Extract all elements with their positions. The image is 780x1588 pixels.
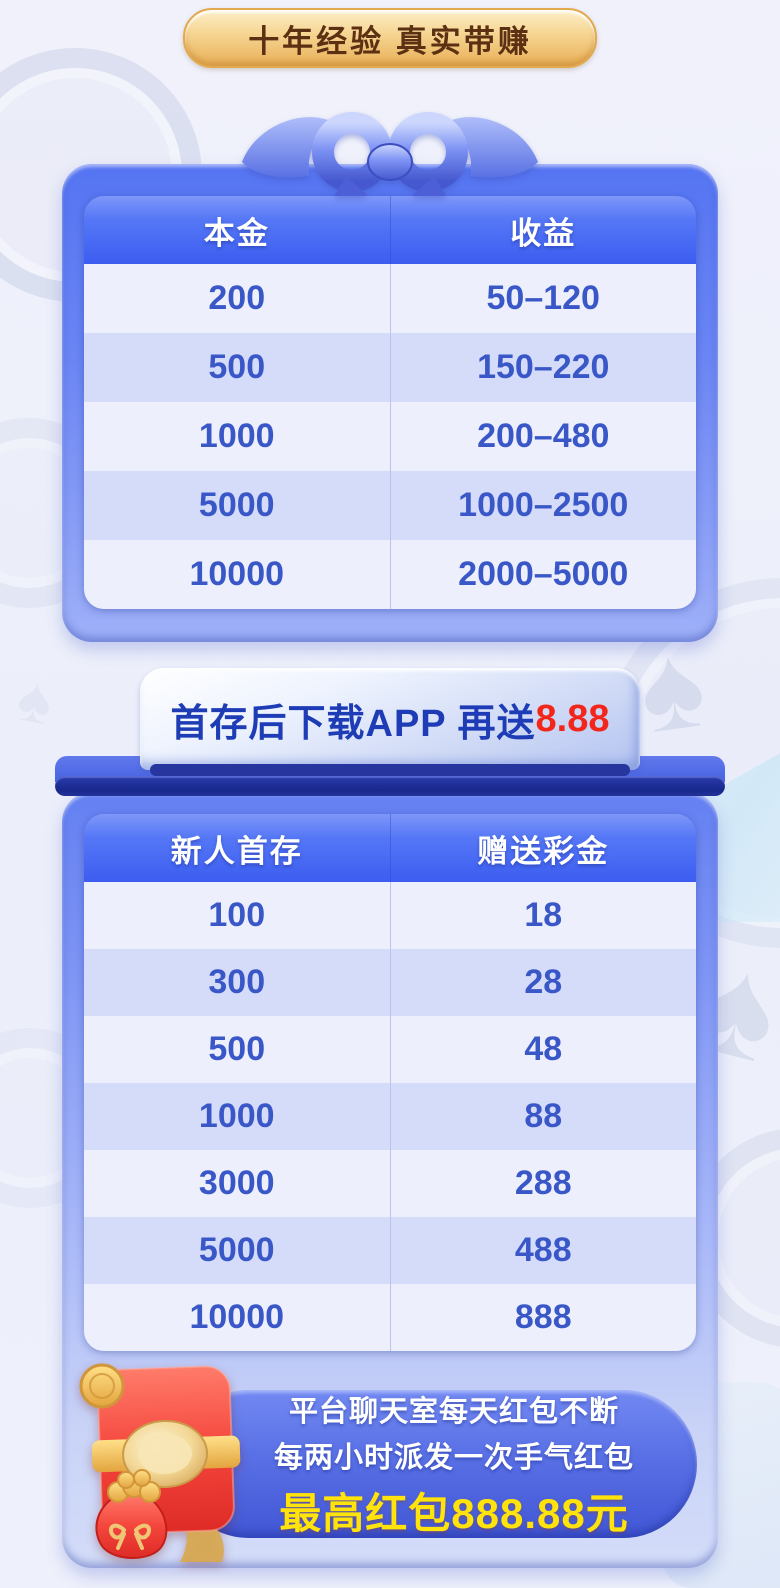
bonus-cell: 18: [389, 882, 697, 949]
deposit-header-bonus: 赠送彩金: [389, 814, 697, 882]
panel-lid-bar-decoration: [55, 776, 725, 796]
deposit-cell: 300: [208, 963, 266, 1001]
app-download-banner[interactable]: 首存后下载APP 再送 8.88: [140, 668, 640, 770]
return-cell: 1000–2500: [389, 471, 697, 540]
table-row: 3000 288: [84, 1150, 696, 1217]
promo-line-1: 平台聊天室每天红包不断: [288, 1395, 619, 1428]
red-packet-promo: 平台聊天室每天红包不断 每两小时派发一次手气红包 最高红包888.88元: [175, 1390, 697, 1538]
deposit-header-amount: 新人首存: [170, 833, 303, 869]
promo-line-2: 每两小时派发一次手气红包: [273, 1441, 634, 1474]
deposit-cell: 100: [208, 896, 266, 934]
table-row: 500 48: [84, 1016, 696, 1083]
profit-table: 本金 收益 200 50–120 500 150–220 1000 200–48…: [84, 196, 696, 609]
table-row: 10000 2000–5000: [84, 540, 696, 609]
table-row: 200 50–120: [84, 264, 696, 333]
table-row: 1000 200–480: [84, 402, 696, 471]
spade-icon: ♠: [12, 661, 58, 739]
table-row: 1000 88: [84, 1083, 696, 1150]
table-row: 100 18: [84, 882, 696, 949]
banner-slot-decoration: [150, 764, 630, 776]
principal-cell: 1000: [198, 417, 275, 455]
profit-header-principal: 本金: [203, 215, 270, 251]
gift-bow-icon: [228, 104, 552, 196]
bonus-cell: 488: [389, 1217, 697, 1284]
deposit-cell: 500: [208, 1030, 266, 1068]
profit-header-return: 收益: [389, 196, 697, 264]
profit-table-header: 本金 收益: [84, 196, 696, 264]
deposit-cell: 1000: [198, 1097, 275, 1135]
table-row: 10000 888: [84, 1284, 696, 1351]
red-envelope-icon: [62, 1358, 268, 1564]
principal-cell: 500: [208, 348, 266, 386]
promo-highlight: 最高红包888.88元: [279, 1489, 629, 1537]
table-row: 5000 488: [84, 1217, 696, 1284]
banner-amount: 8.88: [535, 697, 610, 740]
deposit-table-body: 100 18 300 28 500 48 1000 88 3000 288 50…: [84, 882, 696, 1351]
return-cell: 50–120: [389, 264, 697, 333]
profit-panel: 本金 收益 200 50–120 500 150–220 1000 200–48…: [62, 164, 718, 642]
principal-cell: 200: [208, 279, 266, 317]
return-cell: 200–480: [389, 402, 697, 471]
deposit-cell: 3000: [198, 1164, 275, 1202]
bonus-cell: 48: [389, 1016, 697, 1083]
table-row: 500 150–220: [84, 333, 696, 402]
deposit-cell: 5000: [198, 1231, 275, 1269]
experience-badge-label: 十年经验 真实带赚: [248, 23, 532, 59]
principal-cell: 5000: [198, 486, 275, 524]
bonus-cell: 288: [389, 1150, 697, 1217]
bonus-cell: 888: [389, 1284, 697, 1351]
return-cell: 2000–5000: [389, 540, 697, 609]
bonus-cell: 28: [389, 949, 697, 1016]
table-row: 5000 1000–2500: [84, 471, 696, 540]
principal-cell: 10000: [189, 555, 285, 593]
deposit-cell: 10000: [189, 1298, 285, 1336]
profit-table-body: 200 50–120 500 150–220 1000 200–480 5000…: [84, 264, 696, 609]
banner-text: 首存后下载APP 再送: [170, 702, 536, 745]
deposit-panel: 新人首存 赠送彩金 100 18 300 28 500 48 1000 88 3…: [62, 792, 718, 1568]
table-row: 300 28: [84, 949, 696, 1016]
deposit-table-header: 新人首存 赠送彩金: [84, 814, 696, 882]
experience-badge: 十年经验 真实带赚: [183, 8, 597, 68]
bonus-cell: 88: [389, 1083, 697, 1150]
return-cell: 150–220: [389, 333, 697, 402]
deposit-table: 新人首存 赠送彩金 100 18 300 28 500 48 1000 88 3…: [84, 814, 696, 1351]
